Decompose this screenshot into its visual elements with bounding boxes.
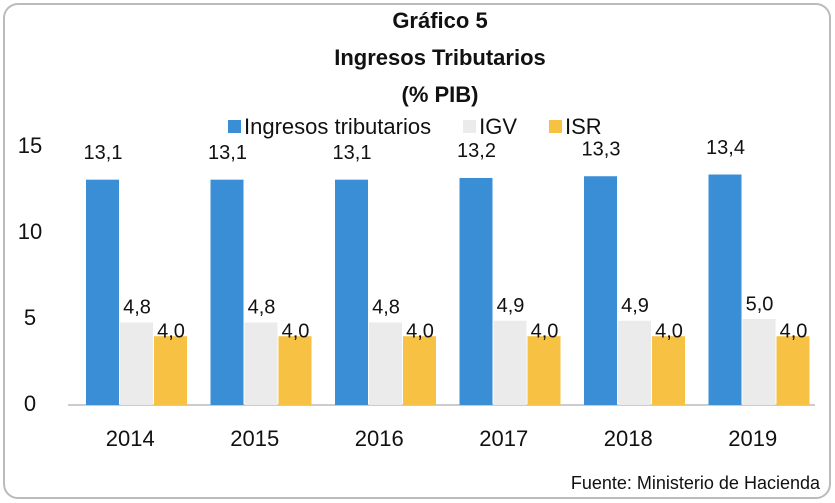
bar xyxy=(335,179,368,405)
value-label: 5,0 xyxy=(746,293,774,315)
y-tick-label: 15 xyxy=(18,133,42,158)
value-label: 4,0 xyxy=(655,320,683,342)
y-tick-label: 10 xyxy=(18,219,42,244)
bar xyxy=(584,176,617,405)
bar xyxy=(369,322,402,405)
bar xyxy=(278,336,312,405)
chart-title: Ingresos Tributarios xyxy=(334,45,546,70)
value-label: 4,8 xyxy=(372,297,400,319)
legend-label: IGV xyxy=(479,114,517,139)
x-tick-label: 2014 xyxy=(106,426,155,451)
bar xyxy=(403,336,436,405)
x-tick-label: 2017 xyxy=(479,426,528,451)
value-label: 4,0 xyxy=(780,320,808,342)
value-label: 4,0 xyxy=(282,320,310,342)
bar xyxy=(708,174,742,405)
value-label: 13,3 xyxy=(582,139,621,161)
value-label: 4,0 xyxy=(531,320,559,342)
value-label: 13,1 xyxy=(333,142,372,164)
bar xyxy=(527,336,561,405)
legend-swatch xyxy=(228,120,241,133)
bar xyxy=(210,179,244,405)
x-tick-label: 2019 xyxy=(728,426,777,451)
chart-title: (% PIB) xyxy=(402,82,479,107)
value-label: 4,0 xyxy=(157,320,185,342)
value-label: 4,9 xyxy=(621,295,649,317)
value-label: 13,4 xyxy=(706,137,745,159)
bar xyxy=(493,320,527,405)
x-tick-label: 2015 xyxy=(230,426,279,451)
value-label: 4,8 xyxy=(248,297,276,319)
legend-swatch xyxy=(549,120,562,133)
value-label: 13,1 xyxy=(84,142,123,164)
chart-title: Gráfico 5 xyxy=(392,8,487,33)
value-label: 4,8 xyxy=(123,297,151,319)
legend-label: Ingresos tributarios xyxy=(244,114,431,139)
x-tick-label: 2016 xyxy=(355,426,404,451)
source: Fuente: Ministerio de Hacienda xyxy=(571,473,821,493)
y-tick-label: 0 xyxy=(24,391,36,416)
value-label: 13,2 xyxy=(457,140,496,162)
value-label: 13,1 xyxy=(208,142,247,164)
bar xyxy=(244,322,278,405)
legend-swatch xyxy=(463,120,477,133)
x-tick-label: 2018 xyxy=(604,426,653,451)
bar xyxy=(154,336,187,405)
y-tick-label: 5 xyxy=(24,305,36,330)
legend-label: ISR xyxy=(565,114,602,139)
bar xyxy=(652,336,685,405)
bar xyxy=(776,336,810,405)
bar xyxy=(120,322,153,405)
bar xyxy=(618,320,651,405)
bar xyxy=(86,179,119,405)
value-label: 4,0 xyxy=(406,320,434,342)
value-label: 4,9 xyxy=(497,295,525,317)
frame xyxy=(3,3,831,499)
bar xyxy=(742,319,776,405)
bar xyxy=(459,177,493,405)
